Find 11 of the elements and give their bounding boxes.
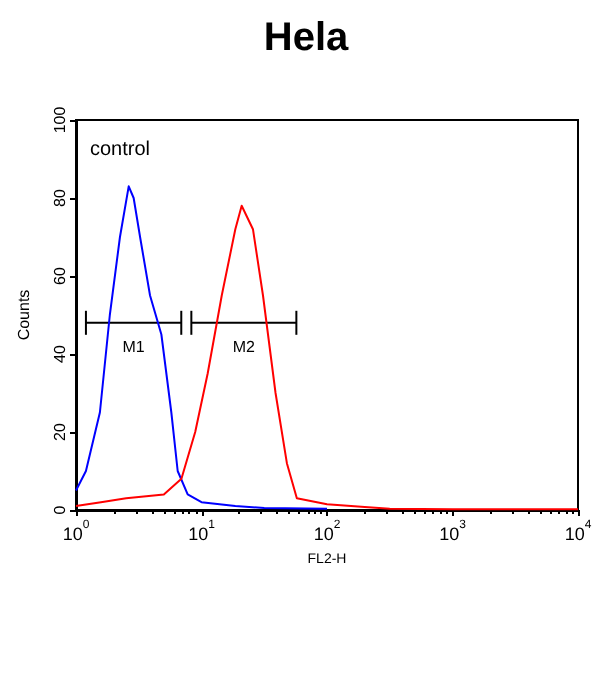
y-tick-label: 20 [51, 422, 69, 441]
y-tick-label: 80 [51, 188, 69, 207]
y-axis-title: Counts [15, 289, 33, 341]
series-label: M2 [232, 337, 257, 356]
y-tick-label: 40 [51, 344, 69, 363]
annotation: control [90, 139, 151, 161]
y-tick-label: 100 [51, 105, 69, 134]
series-label: M1 [122, 337, 146, 356]
y-tick-label: 0 [51, 504, 69, 515]
chart-title: Hela [263, 16, 350, 60]
y-tick-label: 60 [51, 266, 69, 285]
